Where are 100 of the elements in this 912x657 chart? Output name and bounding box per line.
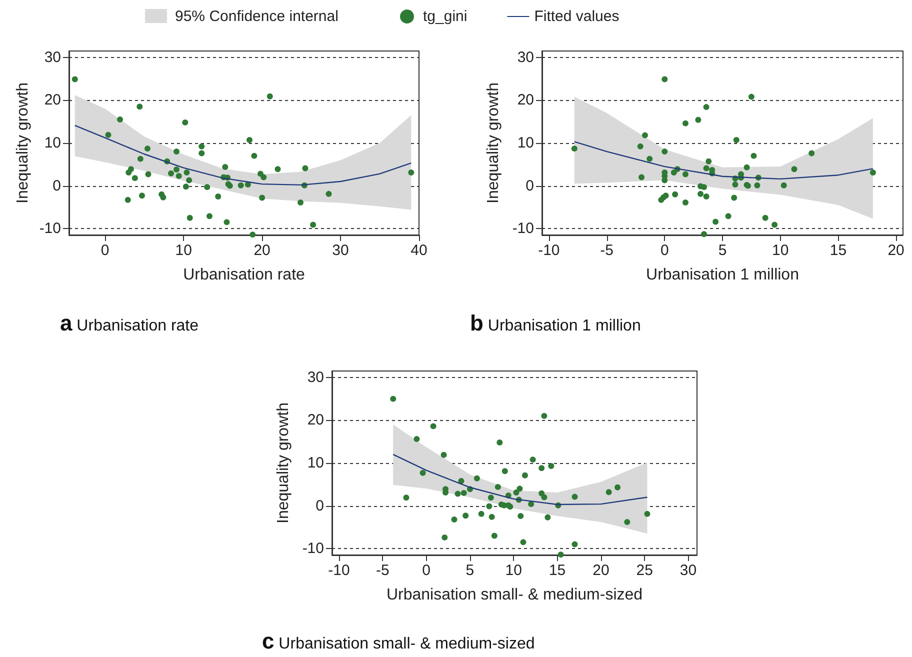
point xyxy=(695,116,702,123)
point xyxy=(662,192,669,199)
point xyxy=(250,232,256,238)
point xyxy=(791,166,798,172)
point xyxy=(310,222,316,228)
point xyxy=(528,501,534,508)
y-tick-label: 20 xyxy=(44,92,61,109)
point xyxy=(703,193,710,200)
point xyxy=(182,184,189,190)
point xyxy=(646,156,653,162)
point xyxy=(703,165,710,172)
y-tick-label: 30 xyxy=(44,48,61,66)
point xyxy=(174,148,180,155)
point xyxy=(488,514,495,520)
x-axis-title: Urbanisation small- & medium-sized xyxy=(386,586,643,604)
y-tick-label: 10 xyxy=(44,134,61,152)
point xyxy=(662,148,668,155)
point xyxy=(204,184,210,190)
point xyxy=(502,468,508,474)
point xyxy=(725,213,732,220)
point xyxy=(772,222,778,228)
point xyxy=(572,494,578,500)
x-tick-label: 30 xyxy=(680,562,697,579)
x-tick-label: 5 xyxy=(718,242,727,259)
point xyxy=(712,218,719,225)
point xyxy=(808,150,815,156)
point xyxy=(538,465,545,472)
point xyxy=(414,436,420,442)
point xyxy=(624,519,630,526)
point xyxy=(558,552,564,558)
x-tick-label: 40 xyxy=(410,242,428,259)
x-tick-label: -10 xyxy=(538,242,560,259)
x-tick-label: 15 xyxy=(548,562,566,579)
point xyxy=(124,196,131,203)
text: b Urbanisation 1 million xyxy=(470,310,641,336)
point xyxy=(168,170,174,176)
x-tick-label: 0 xyxy=(100,242,110,259)
x-tick-label: 0 xyxy=(660,242,669,259)
point xyxy=(182,119,188,126)
legend-label: Fitted values xyxy=(534,8,620,25)
point xyxy=(266,93,273,100)
point xyxy=(144,146,150,152)
point xyxy=(571,146,578,152)
point xyxy=(246,137,252,144)
point xyxy=(544,514,551,520)
point xyxy=(520,539,526,546)
text: a Urbanisation rate xyxy=(60,310,199,336)
point xyxy=(132,175,138,182)
point xyxy=(274,166,281,172)
point xyxy=(486,503,492,510)
point xyxy=(642,132,648,138)
x-tick-label: 15 xyxy=(830,242,847,259)
x-tick-label: 25 xyxy=(636,562,653,579)
point xyxy=(733,137,740,144)
y-axis-title: Inequality growth xyxy=(274,402,292,524)
point xyxy=(491,532,498,539)
point xyxy=(462,512,469,519)
point xyxy=(682,171,688,178)
legend-label: tg_gini xyxy=(423,8,468,25)
point xyxy=(145,171,152,178)
point xyxy=(174,166,180,173)
point xyxy=(186,177,192,184)
point xyxy=(326,190,332,197)
point xyxy=(494,484,501,490)
x-axis-title: Urbanisation rate xyxy=(183,266,306,284)
y-tick-label: 0 xyxy=(52,177,61,194)
x-tick-label: 5 xyxy=(466,562,474,579)
y-tick-label: -10 xyxy=(39,220,61,238)
y-tick-label: 0 xyxy=(526,177,534,194)
point xyxy=(522,472,528,478)
point xyxy=(662,76,668,82)
y-tick-label: 10 xyxy=(517,134,534,152)
x-tick-label: 10 xyxy=(505,562,522,579)
y-tick-label: 20 xyxy=(307,412,324,429)
x-tick-label: -5 xyxy=(600,242,614,259)
x-tick-label: 10 xyxy=(175,242,192,259)
point xyxy=(644,510,650,517)
point xyxy=(732,182,738,188)
point xyxy=(408,170,414,176)
y-tick-label: -10 xyxy=(512,220,534,238)
y-tick-label: 20 xyxy=(517,92,534,109)
point xyxy=(105,132,112,138)
point xyxy=(454,490,461,497)
point xyxy=(260,174,267,180)
point xyxy=(870,170,876,176)
point xyxy=(750,152,757,159)
text: 95% Confidence internal xyxy=(175,8,338,24)
point xyxy=(670,170,677,176)
point xyxy=(572,541,578,548)
point xyxy=(440,452,447,458)
point xyxy=(762,214,768,221)
y-axis-title: Inequality growth xyxy=(14,82,32,204)
point xyxy=(541,494,548,500)
x-axis-title: Urbanisation 1 million xyxy=(646,266,799,284)
point xyxy=(614,484,621,490)
point xyxy=(72,76,78,82)
point xyxy=(478,510,484,517)
point xyxy=(541,412,548,419)
point xyxy=(222,164,228,170)
point xyxy=(215,193,222,200)
